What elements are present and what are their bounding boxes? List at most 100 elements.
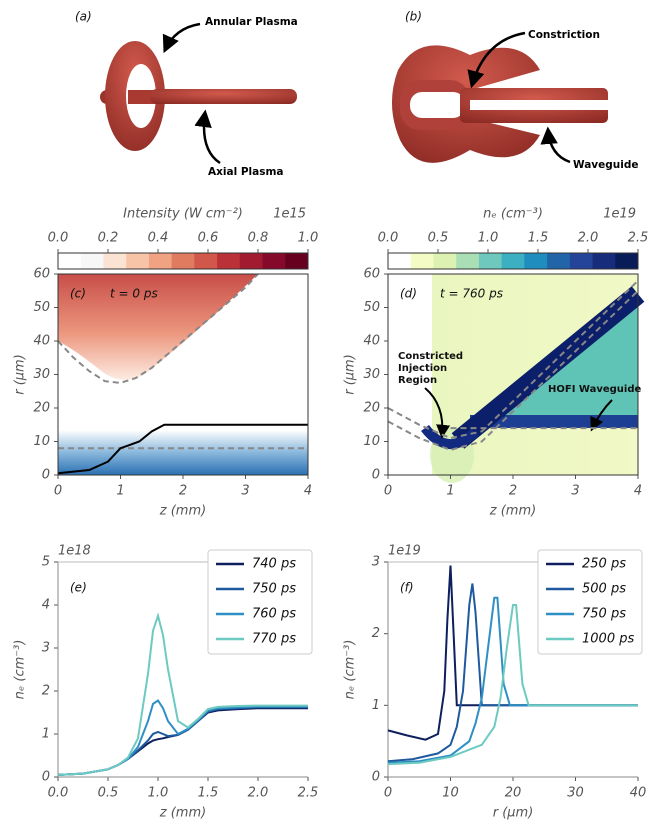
y-tick-label: 60 (33, 267, 50, 282)
colorbar-cell (103, 253, 127, 269)
colorbar-tick-label: 0.2 (98, 231, 119, 246)
y-axis-label: nₑ (cm⁻³) (13, 640, 28, 700)
legend-label: 770 ps (252, 632, 296, 647)
x-tick-label: 4 (304, 484, 312, 499)
colorbar-cell (285, 253, 309, 269)
data-line (57, 612, 308, 776)
colorbar-cell (239, 253, 264, 269)
y-tick-label: 4 (42, 598, 50, 613)
legend-label: 750 ps (252, 582, 296, 597)
colorbar-tick-label: 2.0 (578, 231, 599, 246)
colorbar-cell (80, 253, 104, 269)
panel-label: (f) (400, 581, 414, 595)
time-annotation: t = 760 ps (440, 287, 503, 301)
x-tick-label: 2.5 (298, 786, 319, 801)
y-tick-label: 0 (372, 770, 380, 785)
panel-label: (a) (75, 10, 92, 24)
data-line (387, 604, 638, 766)
data-line (387, 279, 639, 440)
legend-box (207, 549, 313, 655)
axis-offset: 1e19 (388, 544, 421, 559)
data-line (387, 596, 638, 764)
y-tick-label: 60 (363, 267, 380, 282)
heatmap-d (421, 274, 645, 483)
y-axis-label: r (μm) (13, 354, 28, 395)
x-tick-label: 0 (54, 484, 62, 499)
legend-label: 740 ps (252, 557, 296, 572)
plot-frame (57, 273, 309, 476)
x-tick-label: 1.5 (198, 786, 219, 801)
x-tick-label: 3 (571, 484, 579, 499)
y-tick-label: 10 (33, 434, 50, 449)
annotation: Constricted (398, 351, 463, 362)
data-line (387, 290, 639, 451)
x-tick-label: 0 (384, 484, 392, 499)
x-tick-label: 2 (509, 484, 517, 499)
panel-label: (d) (400, 287, 417, 301)
y-tick-label: 40 (363, 334, 380, 349)
colorbar-cell (410, 253, 434, 269)
y-tick-label: 2 (42, 684, 50, 699)
y-tick-label: 10 (363, 434, 380, 449)
colorbar-cell (171, 253, 195, 269)
legend-label: 760 ps (252, 607, 296, 622)
data-line (57, 706, 308, 776)
panel-label: (c) (70, 287, 86, 301)
x-tick-label: 3 (241, 484, 249, 499)
x-tick-label: 1.0 (148, 786, 169, 801)
x-tick-label: 2.0 (248, 786, 269, 801)
y-tick-label: 20 (33, 401, 50, 416)
annotation: Region (398, 375, 437, 386)
y-tick-label: 30 (363, 367, 380, 382)
callout: Constriction (528, 29, 600, 41)
colorbar-tick-label: 1.0 (478, 231, 499, 246)
x-tick-label: 30 (567, 786, 584, 801)
colorbar-cell (58, 253, 82, 269)
colorbar-tick-label: 0.8 (248, 231, 269, 246)
colorbar-cell (388, 253, 412, 269)
y-tick-label: 3 (372, 555, 380, 570)
x-tick-label: 40 (630, 786, 647, 801)
callout: Waveguide (573, 159, 639, 171)
legend-label: 1000 ps (582, 632, 634, 647)
colorbar-cell (592, 253, 616, 269)
x-tick-label: 0.0 (48, 786, 69, 801)
legend-label: 500 ps (582, 582, 626, 597)
y-axis-label: nₑ (cm⁻³) (343, 640, 358, 700)
colorbar-cell (501, 253, 525, 269)
annotation: HOFI Waveguide (548, 384, 641, 395)
legend-label: 750 ps (582, 607, 626, 622)
legend-box (537, 549, 643, 655)
colorbar-tick-label: 1.5 (528, 231, 549, 246)
colorbar-cell (148, 253, 173, 269)
panel-label: (e) (70, 581, 87, 595)
colorbar-label: Intensity (W cm⁻²) (123, 207, 243, 222)
diagram-b: (b) Constriction Waveguide (391, 10, 639, 171)
colorbar-frame (387, 252, 639, 270)
callout: Annular Plasma (205, 16, 298, 28)
y-tick-label: 1 (372, 698, 380, 713)
y-tick-label: 1 (42, 727, 50, 742)
colorbar-tick-label: 0.0 (48, 231, 69, 246)
diagram-a: (a) Annular Plasma Axial Plasma (75, 10, 298, 179)
colorbar-cell (262, 253, 286, 269)
colorbar-tick-label: 0.4 (148, 231, 169, 246)
y-axis-label: r (μm) (343, 354, 358, 395)
y-tick-label: 40 (33, 334, 50, 349)
x-tick-label: 0 (384, 786, 392, 801)
colorbar-cell (478, 253, 503, 269)
colorbar-tick-label: 0.0 (378, 231, 399, 246)
colorbar-cell (524, 253, 548, 269)
y-tick-label: 20 (363, 401, 380, 416)
y-tick-label: 2 (372, 626, 380, 641)
y-tick-label: 0 (42, 468, 50, 483)
colorbar-cell (126, 253, 150, 269)
colorbar-tick-label: 0.6 (198, 231, 219, 246)
y-tick-label: 50 (363, 300, 380, 315)
x-axis-label: z (mm) (489, 504, 536, 519)
x-axis-label: z (mm) (159, 504, 206, 519)
colorbar-tick-label: 1.0 (298, 231, 319, 246)
plot-frame (387, 273, 639, 476)
x-tick-label: 1 (446, 484, 454, 499)
x-axis-label: r (μm) (493, 806, 534, 821)
